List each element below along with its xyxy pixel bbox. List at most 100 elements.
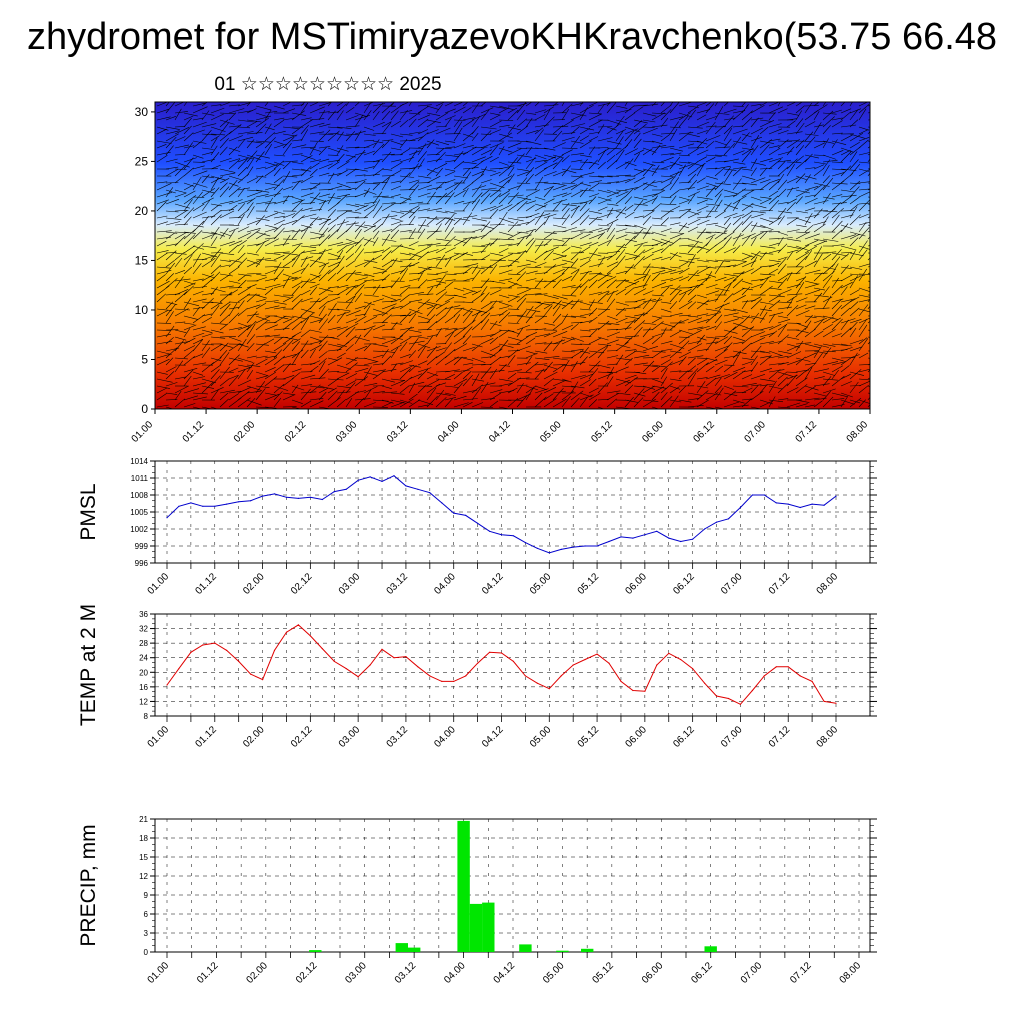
wind-vector (552, 263, 567, 268)
wind-vector (408, 364, 417, 373)
wind-vector (534, 357, 550, 360)
wind-vector (255, 112, 269, 118)
wind-vector (471, 320, 483, 331)
wind-vector (183, 403, 196, 408)
wind-vector (732, 295, 746, 303)
wind-vector (192, 243, 204, 254)
wind-vector (417, 224, 430, 227)
wind-vector (480, 382, 496, 387)
wind-vector (291, 281, 303, 289)
wind-vector (552, 185, 565, 191)
wind-vector (390, 140, 403, 146)
wind-vector (795, 342, 812, 345)
wind-vector (840, 168, 857, 171)
wind-vector (219, 378, 230, 387)
wind-vector (516, 250, 528, 254)
wind-vector (669, 301, 678, 310)
wind-vector (723, 138, 732, 149)
wind-vector (651, 189, 666, 198)
wind-vector (309, 315, 323, 320)
data-point (787, 503, 789, 505)
wind-vector (633, 362, 648, 366)
wind-vector (777, 139, 789, 149)
wind-vector (831, 172, 845, 177)
wind-vector (372, 111, 380, 121)
wind-vector (723, 247, 736, 254)
wind-vector (372, 102, 384, 114)
wind-vector (768, 262, 780, 268)
wind-vector (705, 290, 720, 296)
wind-vector (309, 256, 321, 268)
wind-vector (363, 160, 380, 163)
wind-vector (453, 143, 466, 149)
wind-vector (246, 397, 256, 408)
wind-vector (498, 204, 513, 212)
wind-vector (363, 110, 372, 121)
wind-vector (804, 362, 817, 366)
wind-vector (426, 346, 441, 352)
wind-vector (399, 268, 409, 282)
wind-vector (255, 375, 269, 380)
wind-vector (597, 148, 610, 156)
wind-vector (372, 324, 386, 331)
wind-vector (534, 129, 544, 142)
wind-vector (291, 372, 301, 380)
x-tick-label: 04.00 (432, 571, 458, 597)
wind-vector (444, 305, 453, 317)
wind-vector (624, 396, 634, 408)
wind-vector (606, 222, 614, 233)
wind-vector (345, 222, 359, 226)
wind-vector (624, 318, 636, 331)
wind-vector (552, 192, 568, 198)
wind-vector (831, 284, 843, 296)
wind-vector (606, 102, 617, 114)
wind-vector (336, 287, 349, 296)
wind-vector (750, 250, 761, 261)
wind-vector (714, 102, 719, 107)
wind-vector (327, 147, 341, 153)
wind-vector (165, 243, 179, 247)
data-point (333, 660, 335, 663)
wind-vector (291, 331, 302, 338)
y-tick-label: 996 (135, 559, 149, 568)
wind-vector (651, 332, 665, 338)
wind-vector (516, 327, 524, 338)
wind-vector (723, 365, 733, 373)
wind-vector (804, 186, 819, 191)
wind-vector (327, 303, 337, 317)
wind-vector (372, 313, 384, 317)
wind-vector (696, 196, 713, 200)
wind-vector (606, 276, 617, 282)
wind-vector (543, 303, 553, 310)
wind-vector (318, 361, 326, 373)
wind-vector (534, 342, 547, 345)
wind-vector (741, 220, 753, 233)
wind-vector (570, 232, 583, 240)
wind-vector (678, 200, 690, 205)
wind-vector (336, 326, 348, 331)
wind-vector (480, 254, 491, 261)
wind-vector (750, 266, 763, 275)
wind-vector (408, 299, 423, 303)
wind-vector (354, 277, 368, 282)
wind-vector (408, 205, 420, 212)
wind-vector (669, 252, 682, 258)
wind-vector (705, 374, 721, 380)
wind-vector (642, 290, 654, 296)
wind-vector (471, 160, 485, 170)
wind-vector (840, 357, 852, 366)
x-tick-label: 08.00 (815, 724, 841, 750)
wind-vector (561, 149, 573, 156)
wind-vector (174, 252, 185, 261)
wind-vector (552, 154, 564, 163)
wind-vector (507, 372, 517, 380)
wind-vector (741, 268, 754, 275)
wind-vector (579, 140, 592, 149)
wind-vector (444, 115, 456, 121)
wind-vector (291, 341, 301, 352)
wind-vector (795, 310, 810, 317)
wind-vector (642, 180, 656, 191)
wind-vector (381, 151, 392, 163)
wind-vector (543, 147, 556, 151)
wind-vector (183, 337, 196, 345)
